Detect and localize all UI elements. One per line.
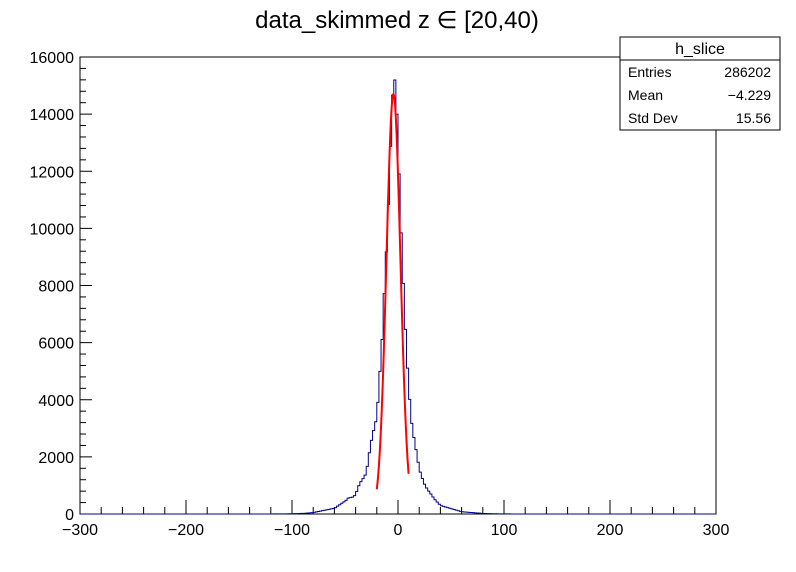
x-tick-label: 300 — [703, 522, 730, 539]
histogram-series — [80, 79, 716, 515]
y-axis: 0 2000 4000 6000 8000 10000 12000 14000 16000 — [30, 50, 92, 524]
x-tick-label: 200 — [597, 522, 624, 539]
x-tick-label: 0 — [394, 522, 403, 539]
stats-box-frame — [619, 36, 781, 131]
stats-label-stddev: Std Dev — [628, 110, 678, 126]
x-axis: −300 −200 −100 0 100 200 300 — [62, 500, 729, 539]
y-tick-label: 10000 — [30, 221, 75, 238]
stats-box: h_slice Entries 286202 Mean −4.229 Std D… — [619, 36, 781, 131]
y-tick-label: 16000 — [30, 50, 75, 67]
stats-value-stddev: 15.56 — [736, 110, 771, 126]
y-tick-label: 12000 — [30, 164, 75, 181]
y-tick-label: 0 — [65, 507, 74, 524]
x-tick-label: 100 — [491, 522, 518, 539]
stats-label-entries: Entries — [628, 64, 672, 80]
y-tick-label: 8000 — [38, 279, 74, 296]
y-tick-label: 2000 — [38, 450, 74, 467]
y-tick-label: 4000 — [38, 393, 74, 410]
stats-value-mean: −4.229 — [728, 87, 771, 103]
x-tick-label: −300 — [62, 522, 98, 539]
y-tick-label: 14000 — [30, 107, 75, 124]
stats-value-entries: 286202 — [724, 64, 771, 80]
chart-title: data_skimmed z ∈ [20,40) — [255, 7, 539, 34]
stats-label-mean: Mean — [628, 87, 663, 103]
x-tick-label: −200 — [168, 522, 204, 539]
x-tick-label: −100 — [274, 522, 310, 539]
stats-box-title: h_slice — [675, 41, 725, 58]
gaussian-fit-curve — [375, 92, 410, 490]
y-tick-label: 6000 — [38, 336, 74, 353]
